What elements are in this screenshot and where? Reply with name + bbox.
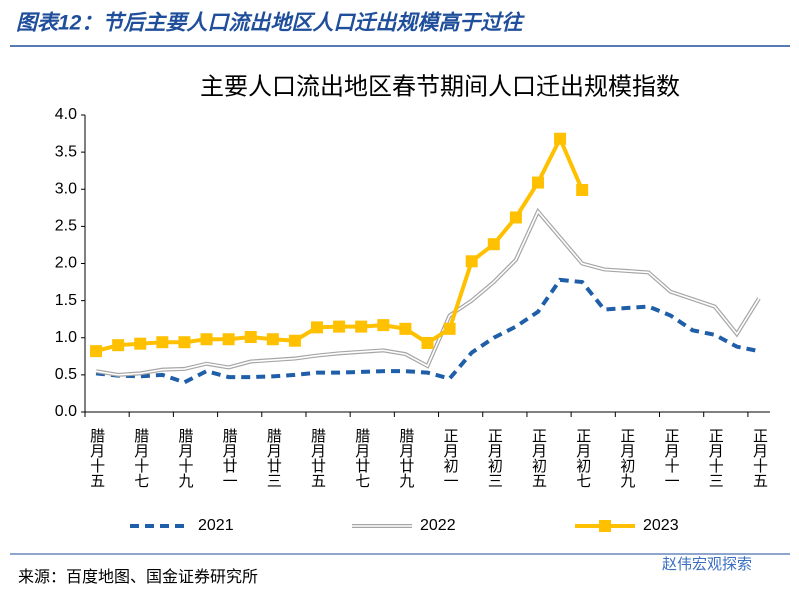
- y-tick-label: 1.5: [55, 292, 77, 309]
- legend-label: 2022: [420, 517, 456, 534]
- series-line: [95, 207, 761, 377]
- marker: [554, 132, 567, 145]
- x-tick-label: 正月十五: [751, 428, 768, 488]
- chart-title: 主要人口流出地区春节期间人口迁出规模指数: [200, 73, 680, 100]
- marker: [576, 183, 589, 196]
- x-tick-label: 腊月十五: [88, 428, 105, 488]
- source: 来源：百度地图、国金证券研究所: [18, 568, 258, 586]
- x-tick-label: 正月初一: [442, 428, 459, 488]
- x-tick-label: 腊月廿三: [265, 428, 282, 488]
- marker: [134, 337, 147, 350]
- marker: [178, 336, 191, 349]
- marker: [443, 322, 456, 335]
- series-line-inner: [95, 210, 760, 376]
- marker: [311, 321, 324, 334]
- y-tick-label: 3.5: [55, 143, 77, 160]
- marker: [156, 336, 169, 349]
- x-tick-label: 腊月廿五: [309, 428, 326, 488]
- marker: [266, 333, 279, 346]
- y-tick-label: 2.0: [55, 255, 77, 272]
- marker: [112, 339, 125, 352]
- marker: [200, 333, 213, 346]
- marker: [333, 320, 346, 333]
- x-tick-label: 正月十三: [707, 428, 724, 488]
- figure-title: 图表12：节后主要人口流出地区人口迁出规模高于过往: [16, 11, 525, 35]
- y-tick-label: 3.0: [55, 180, 77, 197]
- y-tick-label: 0.0: [55, 403, 77, 420]
- marker: [222, 333, 235, 346]
- marker: [90, 345, 103, 358]
- marker: [399, 322, 412, 335]
- legend-label: 2023: [643, 517, 679, 534]
- marker: [421, 336, 434, 349]
- x-tick-label: 腊月廿九: [397, 428, 414, 489]
- marker: [355, 320, 368, 333]
- x-tick-label: 腊月十七: [132, 428, 149, 488]
- x-tick-label: 腊月十九: [176, 428, 193, 489]
- marker: [531, 176, 544, 189]
- marker: [487, 238, 500, 251]
- legend-label: 2021: [198, 517, 234, 534]
- series-line: [95, 277, 760, 385]
- marker: [509, 211, 522, 224]
- series-line: [95, 134, 585, 354]
- marker: [377, 319, 390, 332]
- y-tick-label: 1.0: [55, 329, 77, 346]
- y-tick-label: 2.5: [55, 218, 77, 235]
- x-tick-label: 正月初五: [530, 428, 547, 488]
- x-tick-label: 正月初七: [574, 428, 591, 488]
- x-tick-label: 正月初三: [486, 428, 503, 488]
- marker: [288, 334, 301, 347]
- marker: [244, 331, 257, 344]
- x-tick-label: 腊月廿一: [221, 428, 238, 488]
- watermark: 赵伟宏观探索: [662, 556, 752, 573]
- marker: [465, 255, 478, 268]
- x-tick-label: 正月十一: [663, 428, 680, 488]
- legend-marker: [599, 520, 611, 532]
- y-tick-label: 0.5: [55, 366, 77, 383]
- y-tick-label: 4.0: [55, 106, 77, 123]
- x-tick-label: 腊月廿七: [353, 428, 370, 488]
- x-tick-label: 正月初九: [618, 428, 635, 489]
